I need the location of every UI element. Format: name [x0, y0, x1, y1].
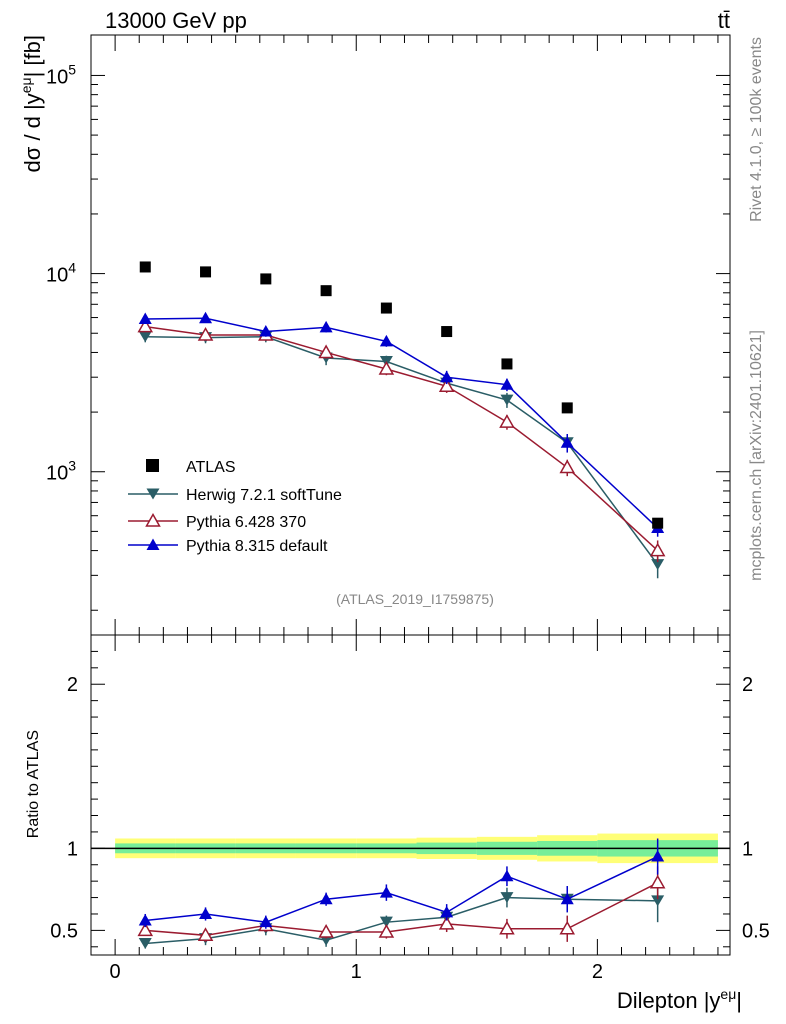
data-point: [500, 869, 514, 882]
data-point: [138, 938, 152, 950]
main-y-tick-label: 105: [46, 61, 76, 88]
main-plot-series: [137, 261, 666, 579]
data-point: [197, 927, 214, 942]
ratio-series-line: [145, 855, 658, 923]
legend-marker-herwig: [146, 488, 160, 500]
data-point: [560, 892, 574, 905]
legend-label-pythia6: Pythia 6.428 370: [186, 514, 306, 531]
atlas-data-point: [260, 273, 272, 285]
atlas-data-point: [320, 285, 332, 297]
atlas-data-point: [200, 266, 212, 278]
data-point: [440, 905, 454, 918]
data-point: [319, 320, 333, 333]
data-point: [199, 311, 213, 324]
data-point: [379, 886, 393, 898]
legend-label-atlas: ATLAS: [186, 459, 236, 476]
data-point: [259, 325, 273, 337]
data-point: [500, 378, 514, 390]
legend-marker-pythia6: [145, 512, 161, 527]
x-tick-label: 1: [351, 961, 362, 983]
data-point: [378, 360, 395, 375]
ratio-y-axis-title: Ratio to ATLAS: [25, 730, 42, 838]
legend-label-herwig: Herwig 7.2.1 softTune: [186, 487, 342, 504]
legend-marker-atlas: [146, 459, 159, 472]
legend: ATLAS Herwig 7.2.1 softTune Pythia 6.428…: [128, 459, 342, 555]
ratio-y-tick-label-left: 1: [67, 838, 78, 860]
data-point: [199, 907, 213, 919]
data-point: [318, 344, 334, 359]
atlas-data-point: [139, 261, 151, 273]
x-axis: 0 1 2: [90, 35, 719, 983]
data-point: [560, 436, 574, 448]
ratio-y-tick-label-right: 1: [742, 838, 753, 860]
data-point: [138, 312, 152, 325]
data-point: [649, 874, 666, 889]
data-point: [649, 542, 666, 557]
atlas-data-point: [380, 302, 392, 314]
collision-label: 13000 GeV pp: [105, 8, 247, 33]
data-point: [500, 892, 514, 904]
ratio-plot-frame: [90, 634, 731, 956]
main-y-tick-label: 104: [46, 260, 76, 287]
ratio-series-line: [145, 882, 659, 937]
ratio-y-tick-label-left: 2: [67, 674, 78, 696]
ratio-series-line: [145, 896, 658, 945]
data-point: [651, 895, 665, 907]
atlas-data-point: [561, 402, 573, 414]
data-point: [378, 924, 395, 938]
atlas-data-point: [652, 517, 664, 529]
x-tick-label: 2: [592, 961, 603, 983]
ratio-y-tick-label-left: 0.5: [50, 920, 78, 942]
rivet-version-label: Rivet 4.1.0, ≥ 100k events: [748, 37, 765, 222]
process-label: tt̄: [718, 8, 730, 33]
mcplots-reference-label: mcplots.cern.ch [arXiv:2401.10621]: [748, 330, 765, 581]
data-point: [197, 326, 214, 341]
atlas-data-point: [441, 326, 453, 338]
main-y-axis-title: dσ / d |yeμ| [fb]: [18, 35, 45, 172]
data-point: [559, 459, 576, 474]
data-point: [137, 318, 154, 333]
data-point: [259, 915, 273, 928]
analysis-id-label: (ATLAS_2019_I1759875): [336, 591, 494, 607]
data-point: [499, 920, 515, 935]
data-point: [559, 920, 576, 935]
main-y-axis: 103 104 105: [46, 61, 730, 611]
data-point: [379, 916, 393, 928]
data-point: [651, 850, 665, 862]
x-tick-label: 0: [110, 961, 121, 983]
main-y-tick-label: 103: [46, 458, 76, 485]
legend-label-pythia8: Pythia 8.315 default: [186, 538, 328, 555]
data-point: [379, 334, 393, 347]
ratio-y-tick-label-right: 2: [742, 674, 753, 696]
data-point: [138, 331, 152, 343]
data-point: [499, 414, 515, 428]
x-axis-title: Dilepton |yeμ|: [617, 986, 742, 1013]
data-point: [440, 370, 454, 383]
data-point: [137, 922, 154, 937]
ratio-y-tick-label-right: 0.5: [742, 920, 770, 942]
ratio-plot-series: [137, 838, 666, 950]
atlas-data-point: [501, 358, 513, 370]
data-point: [319, 892, 333, 905]
data-point: [438, 378, 455, 393]
data-point: [651, 559, 665, 571]
data-point: [138, 914, 152, 926]
legend-marker-pythia8: [146, 538, 160, 550]
data-point: [500, 394, 514, 406]
data-point: [318, 924, 334, 938]
ratio-y-axis: 0.5 0.5 1 1 2 2: [50, 634, 770, 948]
data-point: [438, 915, 455, 930]
